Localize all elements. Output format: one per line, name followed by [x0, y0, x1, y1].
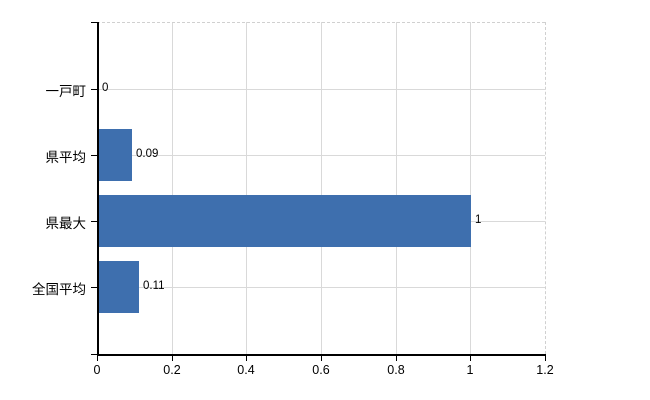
- y-axis-tick: [91, 221, 97, 222]
- x-tick-label: 0.8: [387, 363, 405, 377]
- bar: [98, 261, 139, 313]
- x-tick-label: 1: [466, 363, 474, 377]
- x-tick-label: 0.6: [312, 363, 330, 377]
- y-axis-tick: [91, 155, 97, 156]
- x-tick-label: 0.4: [237, 363, 255, 377]
- category-label: 全国平均: [32, 282, 86, 297]
- bar: [98, 195, 471, 247]
- x-tick-label: 1.2: [536, 363, 554, 377]
- x-tick-label: 0: [93, 363, 101, 377]
- category-label: 県平均: [45, 150, 87, 165]
- x-axis-line: [97, 354, 546, 356]
- bar-value-label: 0: [102, 82, 109, 94]
- y-axis-tick: [91, 287, 97, 288]
- y-axis-line: [97, 22, 99, 355]
- x-tick-label: 0.2: [163, 363, 181, 377]
- v-gridline: [172, 22, 173, 354]
- v-gridline: [470, 22, 471, 354]
- bar-value-label: 0.09: [136, 148, 159, 160]
- x-axis-tick: [97, 356, 98, 361]
- y-axis-tick: [91, 22, 97, 23]
- y-axis-tick: [91, 354, 97, 355]
- x-axis-tick: [470, 356, 471, 361]
- v-gridline: [396, 22, 397, 354]
- x-axis-tick: [321, 356, 322, 361]
- x-axis-tick: [396, 356, 397, 361]
- category-label: 県最大: [45, 216, 87, 231]
- plot-border-right: [545, 22, 546, 354]
- x-axis-tick: [545, 356, 546, 361]
- v-gridline: [321, 22, 322, 354]
- bar: [98, 129, 132, 181]
- bar-value-label: 1: [475, 214, 482, 226]
- category-label: 一戸町: [45, 84, 87, 99]
- plot-border-top: [97, 22, 545, 23]
- bar-value-label: 0.11: [143, 280, 165, 292]
- v-gridline: [246, 22, 247, 354]
- x-axis-tick: [172, 356, 173, 361]
- y-axis-tick: [91, 89, 97, 90]
- x-axis-tick: [246, 356, 247, 361]
